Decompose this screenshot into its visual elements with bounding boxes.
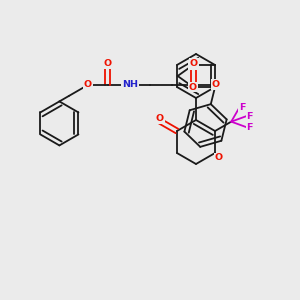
Text: O: O [156,114,164,123]
Text: F: F [239,103,246,112]
Text: O: O [84,80,92,89]
Text: O: O [189,82,197,91]
Text: O: O [104,59,112,68]
Text: O: O [189,61,197,70]
Text: O: O [190,59,198,68]
Text: NH: NH [122,80,138,89]
Text: O: O [212,80,220,89]
Text: F: F [247,112,253,121]
Text: O: O [215,154,223,163]
Text: F: F [247,123,253,132]
